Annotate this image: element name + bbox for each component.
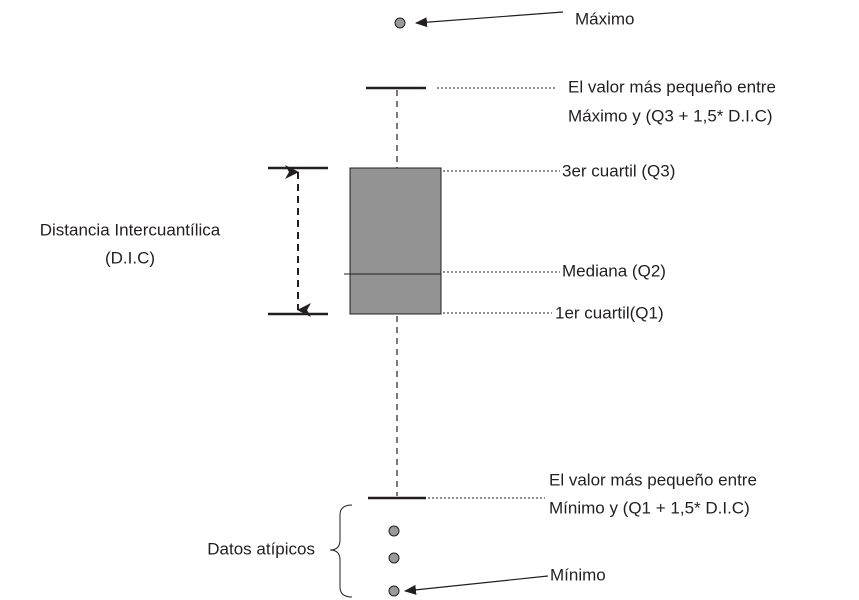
outlier-point xyxy=(394,17,406,29)
label: 1er cuartil(Q1) xyxy=(555,303,664,322)
brace xyxy=(329,504,353,598)
outlier-point xyxy=(388,525,400,537)
label: Mínimo y (Q1 + 1,5* D.I.C) xyxy=(549,498,750,517)
label: Máximo y (Q3 + 1,5* D.I.C) xyxy=(568,106,773,125)
label: El valor más pequeño entre xyxy=(549,470,757,489)
label: El valor más pequeño entre xyxy=(568,77,776,96)
label: Máximo xyxy=(575,9,635,28)
label: Distancia Intercuantílica xyxy=(40,220,221,239)
label: (D.I.C) xyxy=(105,248,155,267)
arrow xyxy=(404,575,549,595)
outlier-point xyxy=(388,552,400,564)
outlier-point xyxy=(388,585,400,597)
label: Datos atípicos xyxy=(207,539,315,558)
label: 3er cuartil (Q3) xyxy=(562,161,675,180)
box xyxy=(349,167,442,315)
label: Mediana (Q2) xyxy=(562,261,666,280)
arrow xyxy=(415,11,564,28)
label: Mínimo xyxy=(550,565,606,584)
